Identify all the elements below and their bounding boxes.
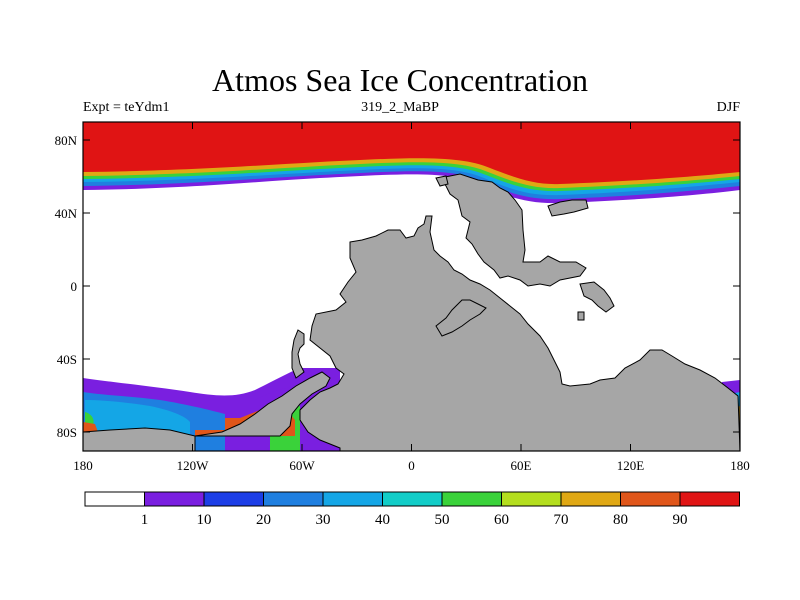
land-central-continent — [299, 215, 740, 451]
y-tick-label: 40S — [57, 352, 77, 367]
colorbar-label: 50 — [435, 512, 450, 528]
colorbar — [84, 491, 740, 507]
colorbar-label: 70 — [554, 512, 569, 528]
colorbar-label: 20 — [256, 512, 271, 528]
colorbar-swatch — [263, 491, 324, 507]
colorbar-swatch — [322, 491, 383, 507]
y-tick-label: 0 — [71, 279, 78, 294]
x-tick-label: 60W — [289, 458, 315, 473]
colorbar-swatch — [441, 491, 502, 507]
land-tristan-block — [435, 299, 487, 337]
colorbar-label: 40 — [375, 512, 390, 528]
y-tick-label: 80N — [55, 133, 78, 148]
y-tick-label: 80S — [57, 425, 77, 440]
colorbar-label: 30 — [316, 512, 331, 528]
land-antarctic-ice — [83, 427, 196, 451]
x-tick-label: 180 — [73, 458, 93, 473]
map-title: Atmos Sea Ice Concentration — [212, 62, 588, 98]
colorbar-label: 10 — [197, 512, 212, 528]
time-period-label: 319_2_MaBP — [361, 100, 439, 115]
ice-band-north-6 — [83, 122, 740, 185]
land-main-continent — [439, 173, 587, 287]
colorbar-label: 80 — [613, 512, 628, 528]
x-axis — [82, 122, 741, 451]
land-chile-strip — [291, 329, 305, 379]
colorbar-swatch — [144, 491, 205, 507]
land-greenland-block — [435, 175, 449, 187]
x-tick-label: 60E — [511, 458, 532, 473]
x-tick-label: 120W — [177, 458, 210, 473]
land-island-1 — [577, 311, 585, 321]
colorbar-swatch — [382, 491, 443, 507]
y-tick-label: 40N — [55, 206, 78, 221]
x-tick-label: 0 — [408, 458, 415, 473]
colorbar-label: 60 — [494, 512, 509, 528]
colorbar-swatch — [679, 491, 740, 507]
colorbar-label: 1 — [141, 512, 149, 528]
experiment-label: Expt = teYdm1 — [83, 100, 170, 115]
ice-band-south-5 — [83, 422, 98, 432]
colorbar-swatch — [560, 491, 621, 507]
colorbar-label: 90 — [673, 512, 688, 528]
x-tick-label: 120E — [617, 458, 645, 473]
land-antarctic-peninsula — [194, 371, 331, 437]
colorbar-swatch — [501, 491, 562, 507]
season-label: DJF — [716, 100, 740, 115]
land-east-islands — [579, 281, 615, 313]
colorbar-swatch — [84, 491, 145, 507]
colorbar-swatch — [203, 491, 264, 507]
colorbar-swatch — [620, 491, 681, 507]
land-north-spur — [547, 199, 589, 217]
x-tick-label: 180 — [730, 458, 750, 473]
y-axis — [83, 139, 740, 433]
